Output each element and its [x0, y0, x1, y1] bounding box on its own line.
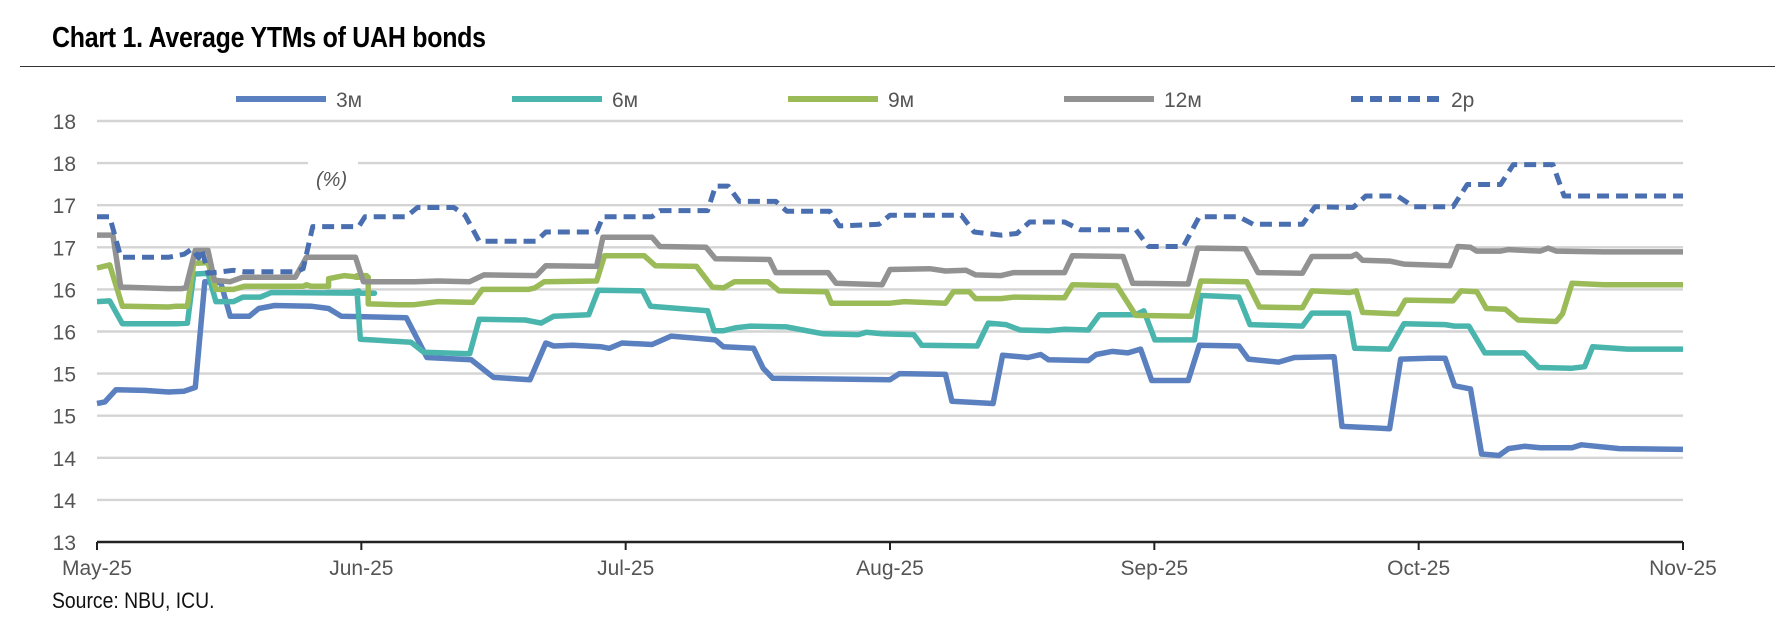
- unit-label: (%): [316, 169, 347, 191]
- series-line-3м: [96, 278, 1684, 459]
- title-divider: [20, 66, 1775, 67]
- x-tick-label: Jun-25: [329, 557, 393, 580]
- series-line-12м: [97, 232, 1683, 292]
- x-tick-label: May-25: [62, 557, 132, 580]
- y-tick-label: 16: [53, 279, 76, 302]
- y-tick-label: 15: [53, 406, 76, 429]
- y-tick-label: 13: [53, 532, 76, 555]
- y-tick-label: 15: [53, 364, 76, 387]
- x-tick-label: Sep-25: [1120, 557, 1188, 580]
- legend-label: 3м: [336, 89, 362, 112]
- unit-label-group: (%): [308, 152, 358, 192]
- x-tick-label: Aug-25: [856, 557, 924, 580]
- series-line-2р: [97, 162, 1683, 276]
- legend-label: 2р: [1451, 89, 1474, 112]
- series-line-6м: [96, 270, 1683, 371]
- x-tick-label: Oct-25: [1387, 557, 1450, 580]
- y-tick-label: 18: [53, 111, 76, 134]
- chart-title: Chart 1. Average YTMs of UAH bonds: [52, 22, 486, 54]
- legend: 3м 6м 9м 12м 2р: [236, 89, 1474, 112]
- legend-label: 9м: [888, 89, 914, 112]
- x-tick-label: Nov-25: [1649, 557, 1717, 580]
- legend-label: 12м: [1164, 89, 1202, 112]
- x-axis: May-25 Jun-25 Jul-25 Aug-25 Sep-25 Oct-25 Nov-…: [62, 540, 1717, 580]
- y-tick-label: 17: [53, 237, 76, 260]
- series-line-9м: [96, 252, 1683, 325]
- y-tick-label: 16: [53, 322, 76, 345]
- unit-label-background: [308, 152, 358, 192]
- y-tick-label: 14: [53, 448, 77, 471]
- legend-label: 6м: [612, 89, 638, 112]
- source-note: Source: NBU, ICU.: [52, 588, 215, 613]
- y-tick-label: 14: [53, 490, 77, 513]
- y-tick-label: 17: [53, 195, 76, 218]
- series-lines: [96, 162, 1684, 459]
- x-tick-label: Jul-25: [597, 557, 654, 580]
- y-tick-label: 18: [53, 153, 76, 176]
- y-axis-ticks: 13 14 14 15 15 16 16 17 17 18 18: [53, 111, 77, 555]
